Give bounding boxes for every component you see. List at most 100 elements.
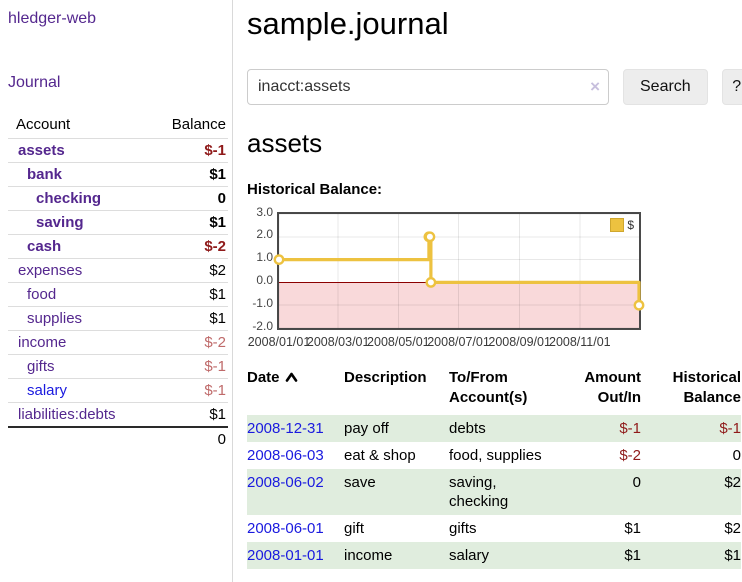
y-axis-tick-label: 3.0 <box>256 204 273 219</box>
account-link-saving[interactable]: saving <box>36 214 84 231</box>
legend-label: $ <box>627 218 634 232</box>
account-balance: $-1 <box>146 378 228 403</box>
register-header-balance: Historical Balance <box>672 369 741 406</box>
account-row: bank $1 <box>8 162 228 187</box>
register-header-amount: Amount Out/In <box>584 369 641 406</box>
account-link-salary[interactable]: salary <box>27 382 68 399</box>
account-row: food $1 <box>8 282 228 307</box>
accounts-total-row: 0 <box>8 426 228 451</box>
account-row: checking 0 <box>8 186 228 211</box>
transaction-row: 2008-06-01 gift gifts $1 $2 <box>247 515 741 542</box>
x-axis-tick-label: 2008/05/01 <box>367 335 430 349</box>
transaction-accounts: saving, checking <box>449 474 509 510</box>
transaction-date-link[interactable]: 2008-12-31 <box>247 420 324 437</box>
transaction-row: 2008-01-01 income salary $1 $1 <box>247 542 741 569</box>
account-balance: $1 <box>146 282 228 307</box>
transaction-date-link[interactable]: 2008-01-01 <box>247 547 324 564</box>
x-axis-tick-label: 2008/07/01 <box>427 335 490 349</box>
account-link-gifts[interactable]: gifts <box>27 358 55 375</box>
account-row: expenses $2 <box>8 258 228 283</box>
transaction-balance: $1 <box>724 547 741 564</box>
y-axis-tick-label: -2.0 <box>252 318 273 333</box>
search-input[interactable] <box>247 69 609 105</box>
transaction-date-link[interactable]: 2008-06-01 <box>247 520 324 537</box>
search-bar: × Search ? <box>247 69 742 105</box>
transaction-description: gift <box>344 520 365 537</box>
account-row: gifts $-1 <box>8 354 228 379</box>
account-link-checking[interactable]: checking <box>36 190 102 207</box>
account-link-liabilities-debts[interactable]: liabilities:debts <box>18 406 116 423</box>
transaction-accounts: food, supplies <box>449 447 542 464</box>
sidebar-item-journal[interactable]: Journal <box>8 74 61 91</box>
transaction-balance: $-1 <box>719 420 741 437</box>
accounts-header-row: Account Balance <box>8 113 228 139</box>
register-header-accounts: To/From Account(s) <box>449 369 528 406</box>
transaction-date-link[interactable]: 2008-06-03 <box>247 447 324 464</box>
chart-plot-area: $ <box>273 212 645 330</box>
transaction-amount: $1 <box>624 520 641 537</box>
accounts-header-account: Account <box>16 116 71 133</box>
transaction-amount: $-2 <box>619 447 641 464</box>
search-box: × <box>247 69 609 105</box>
register-table: Date Description To/From Account(s) Amount Ou… <box>247 366 741 569</box>
sort-ascending-icon <box>285 372 297 382</box>
account-balance: $1 <box>146 306 228 331</box>
app-title-link[interactable]: hledger-web <box>8 10 97 27</box>
account-row: assets $-1 <box>8 138 228 163</box>
legend-swatch-icon <box>610 218 625 232</box>
sidebar: hledger-web Journal Account Balance asse… <box>0 0 233 582</box>
page-title: sample.journal <box>247 6 449 41</box>
accounts-table: Account Balance assets $-1 bank $1 checking 0… <box>8 113 228 451</box>
account-link-income[interactable]: income <box>18 334 67 351</box>
register-header-description: Description <box>344 369 427 386</box>
transaction-row: 2008-06-02 save saving, checking 0 $2 <box>247 469 741 515</box>
account-row: salary $-1 <box>8 378 228 403</box>
account-row: saving $1 <box>8 210 228 235</box>
transaction-row: 2008-12-31 pay off debts $-1 $-1 <box>247 415 741 442</box>
register-header-row: Date Description To/From Account(s) Amount Ou… <box>247 366 741 415</box>
account-link-bank[interactable]: bank <box>27 166 63 183</box>
sidebar-nav: Journal <box>8 74 232 92</box>
transaction-balance: $2 <box>724 474 741 491</box>
transaction-date-link[interactable]: 2008-06-02 <box>247 474 324 491</box>
help-button[interactable]: ? <box>721 69 742 105</box>
account-link-assets[interactable]: assets <box>18 142 65 159</box>
transaction-balance: 0 <box>732 447 741 464</box>
account-link-supplies[interactable]: supplies <box>27 310 83 327</box>
account-balance: $-2 <box>146 234 228 259</box>
transaction-accounts: salary <box>449 547 490 564</box>
chart-canvas <box>273 213 645 329</box>
transaction-amount: 0 <box>632 474 641 491</box>
historical-balance-chart: $ 3.0 2.0 1.0 0.0 -1.0 -2.0 2008/01/01 2008/03/… <box>247 204 667 354</box>
account-link-cash[interactable]: cash <box>27 238 62 255</box>
account-row: income $-2 <box>8 330 228 355</box>
clear-search-icon[interactable]: × <box>590 77 600 96</box>
transaction-amount: $1 <box>624 547 641 564</box>
account-row: supplies $1 <box>8 306 228 331</box>
register-header-date[interactable]: Date <box>247 366 344 415</box>
chart-legend: $ <box>610 218 634 232</box>
y-axis-tick-label: 1.0 <box>256 250 273 265</box>
transaction-description: eat & shop <box>344 447 416 464</box>
account-balance: 0 <box>146 186 228 211</box>
transaction-description: save <box>344 474 376 491</box>
x-axis-tick-label: 2008/03/01 <box>306 335 370 349</box>
main-content: sample.journal × Search ? assets Histori… <box>233 0 742 582</box>
account-link-expenses[interactable]: expenses <box>18 262 83 279</box>
accounts-total-value: 0 <box>146 426 228 451</box>
x-axis-tick-label: 2008/11/01 <box>548 335 611 349</box>
transaction-row: 2008-06-03 eat & shop food, supplies $-2 0 <box>247 442 741 469</box>
transaction-description: pay off <box>344 420 389 437</box>
transaction-balance: $2 <box>724 520 741 537</box>
account-link-food[interactable]: food <box>27 286 57 303</box>
y-axis-tick-label: 2.0 <box>256 227 273 242</box>
app-title: hledger-web <box>8 10 232 28</box>
account-balance: $2 <box>146 258 228 283</box>
transaction-accounts: debts <box>449 420 486 437</box>
account-balance: $-1 <box>146 354 228 379</box>
account-row: liabilities:debts $1 <box>8 402 228 427</box>
account-balance: $-2 <box>146 330 228 355</box>
search-button[interactable]: Search <box>623 69 708 105</box>
account-balance: $1 <box>146 210 228 235</box>
